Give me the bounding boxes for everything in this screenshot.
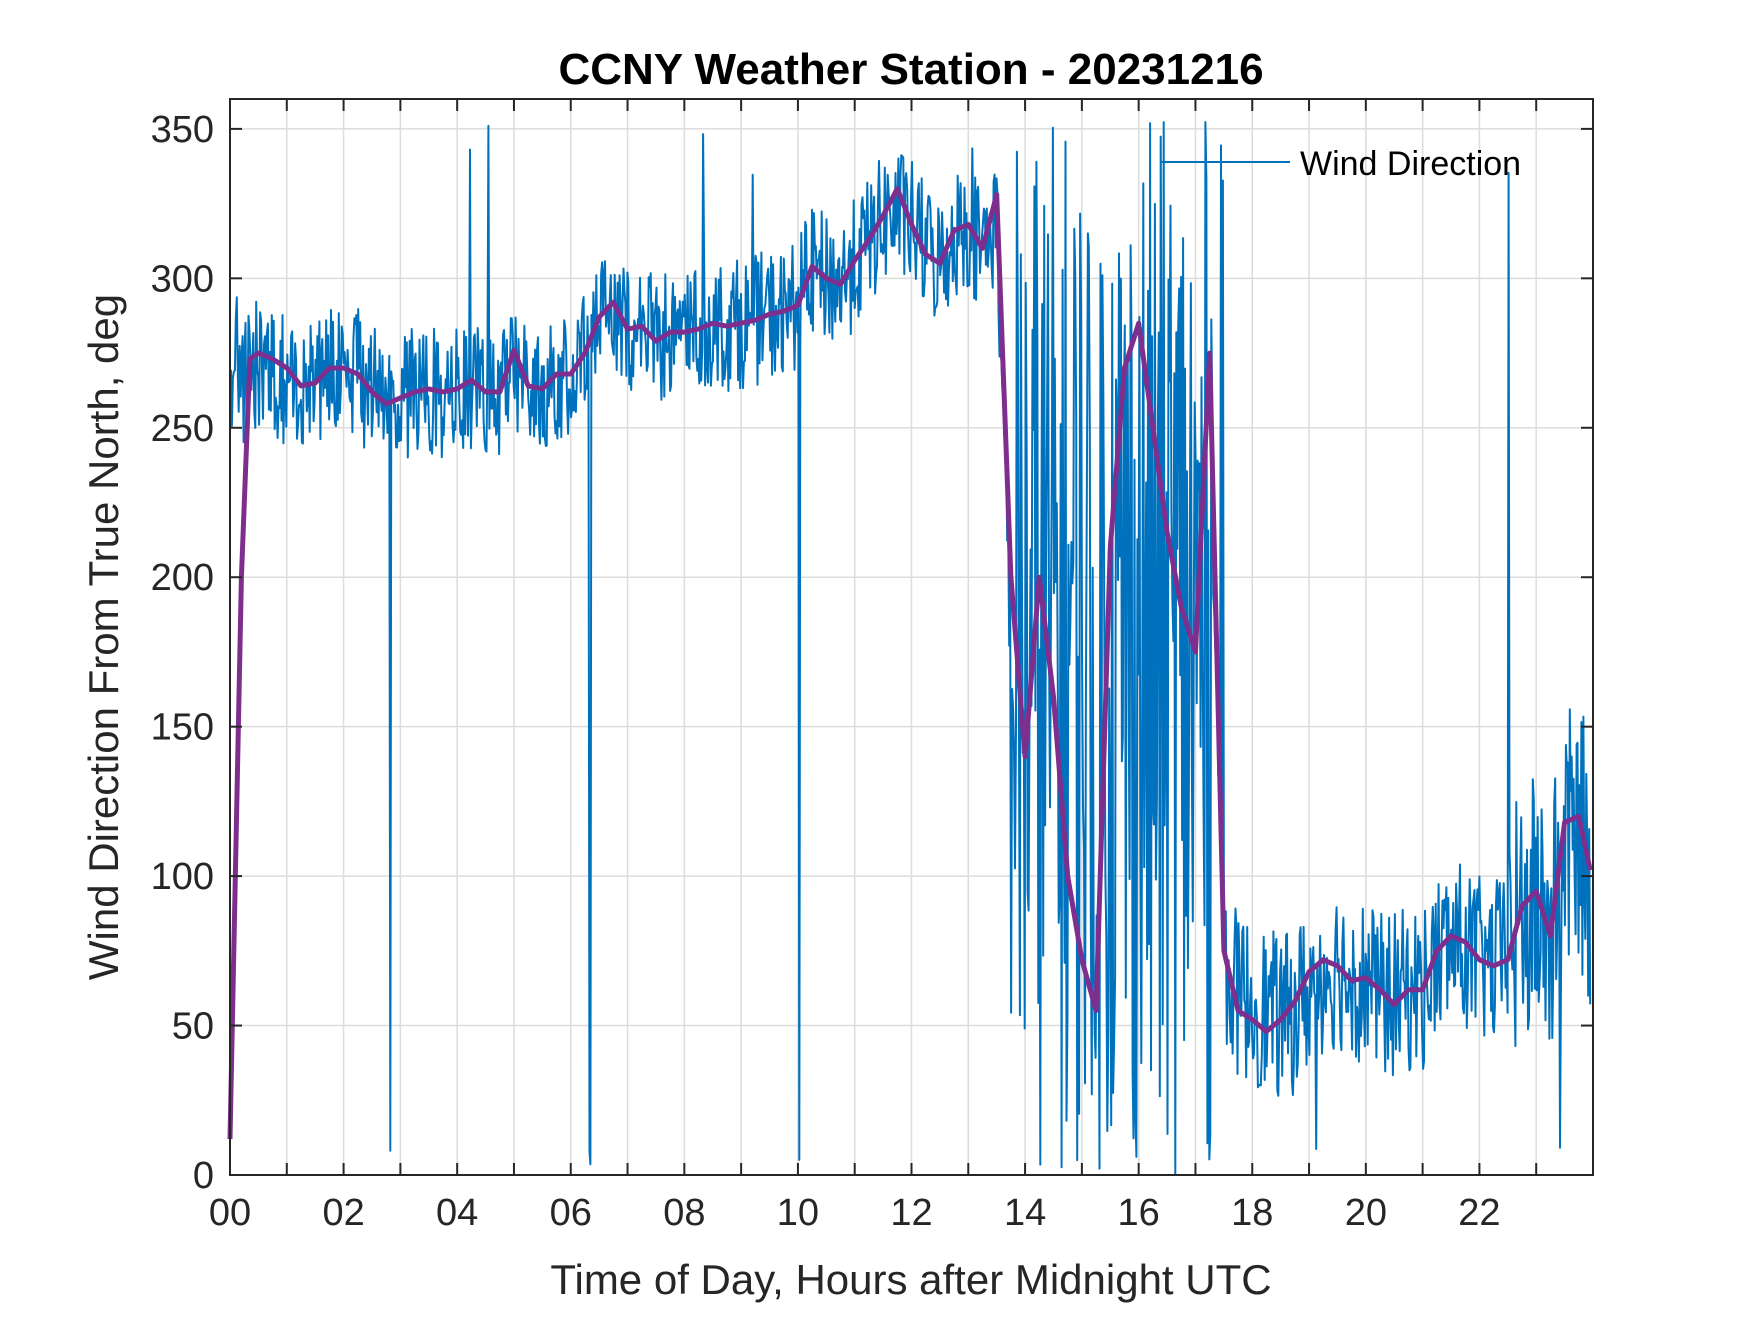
x-tick-label: 08 xyxy=(663,1192,705,1234)
x-tick-label: 12 xyxy=(890,1192,932,1234)
y-tick-label: 100 xyxy=(151,856,214,898)
axes-box xyxy=(229,98,1594,1176)
y-tick-label: 300 xyxy=(151,258,214,300)
y-tick-label: 350 xyxy=(151,109,214,151)
series-layer xyxy=(227,121,1593,1176)
y-tick-label: 250 xyxy=(151,408,214,450)
x-tick-label: 06 xyxy=(550,1192,592,1234)
y-tick-label: 50 xyxy=(172,1006,214,1048)
x-tick-label: 02 xyxy=(322,1192,364,1234)
y-tick-label: 150 xyxy=(151,707,214,749)
y-tick-label: 0 xyxy=(193,1155,214,1197)
chart-title: CCNY Weather Station - 20231216 xyxy=(558,45,1263,94)
y-axis-label: Wind Direction From True North, deg xyxy=(80,294,127,980)
series-line-wind-direction xyxy=(229,121,1592,1176)
x-tick-label: 14 xyxy=(1004,1192,1046,1234)
legend-label-wind-direction: Wind Direction xyxy=(1300,145,1521,183)
x-tick-label: 16 xyxy=(1118,1192,1160,1234)
x-tick-label: 18 xyxy=(1231,1192,1273,1234)
x-tick-label: 04 xyxy=(436,1192,478,1234)
legend: Wind Direction xyxy=(1160,145,1521,183)
axis-ticks: 00 02 04 06 08 10 12 14 16 18 20 22 0 50 100 150 200 250 3… xyxy=(151,99,1593,1234)
series-line-moving-average xyxy=(227,186,1593,1140)
x-tick-label: 20 xyxy=(1345,1192,1387,1234)
x-tick-label: 00 xyxy=(209,1192,251,1234)
x-tick-label: 10 xyxy=(777,1192,819,1234)
x-axis-label: Time of Day, Hours after Midnight UTC xyxy=(550,1256,1271,1303)
grid-lines xyxy=(230,99,1593,1175)
y-tick-label: 200 xyxy=(151,557,214,599)
x-tick-label: 22 xyxy=(1458,1192,1500,1234)
